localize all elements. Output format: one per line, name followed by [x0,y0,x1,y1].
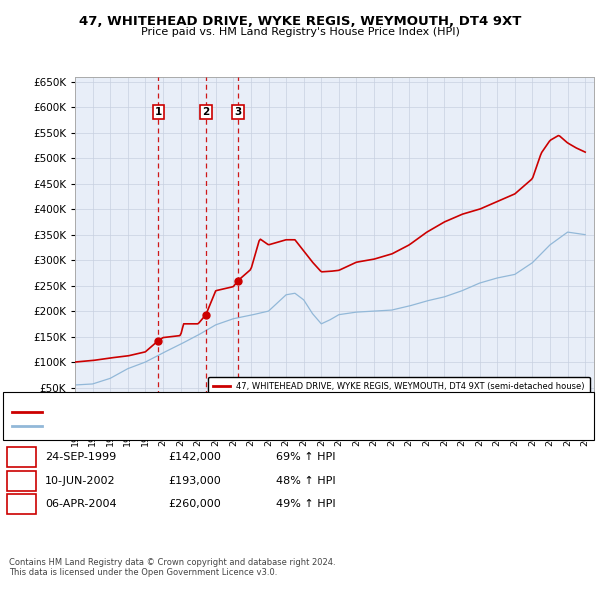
Text: HPI: Average price, semi-detached house, Dorset: HPI: Average price, semi-detached house,… [48,421,270,431]
Text: £142,000: £142,000 [168,453,221,462]
Text: 2: 2 [202,107,209,117]
Text: Contains HM Land Registry data © Crown copyright and database right 2024.: Contains HM Land Registry data © Crown c… [9,558,335,566]
Text: 3: 3 [235,107,242,117]
Text: 24-SEP-1999: 24-SEP-1999 [45,453,116,462]
Text: 06-APR-2004: 06-APR-2004 [45,500,116,509]
Text: 47, WHITEHEAD DRIVE, WYKE REGIS, WEYMOUTH, DT4 9XT: 47, WHITEHEAD DRIVE, WYKE REGIS, WEYMOUT… [79,15,521,28]
Text: 1: 1 [155,107,162,117]
Text: 10-JUN-2002: 10-JUN-2002 [45,476,116,486]
Text: 1: 1 [18,453,25,462]
Text: 2: 2 [18,476,25,486]
Text: £193,000: £193,000 [168,476,221,486]
Text: 47, WHITEHEAD DRIVE, WYKE REGIS, WEYMOUTH, DT4 9XT (semi-detached house): 47, WHITEHEAD DRIVE, WYKE REGIS, WEYMOUT… [48,407,421,417]
Text: Price paid vs. HM Land Registry's House Price Index (HPI): Price paid vs. HM Land Registry's House … [140,27,460,37]
Text: 48% ↑ HPI: 48% ↑ HPI [276,476,335,486]
Text: £260,000: £260,000 [168,500,221,509]
Text: 49% ↑ HPI: 49% ↑ HPI [276,500,335,509]
Text: 69% ↑ HPI: 69% ↑ HPI [276,453,335,462]
Text: 3: 3 [18,500,25,509]
Text: This data is licensed under the Open Government Licence v3.0.: This data is licensed under the Open Gov… [9,568,277,576]
Legend: 47, WHITEHEAD DRIVE, WYKE REGIS, WEYMOUTH, DT4 9XT (semi-detached house), HPI: A: 47, WHITEHEAD DRIVE, WYKE REGIS, WEYMOUT… [208,376,590,409]
